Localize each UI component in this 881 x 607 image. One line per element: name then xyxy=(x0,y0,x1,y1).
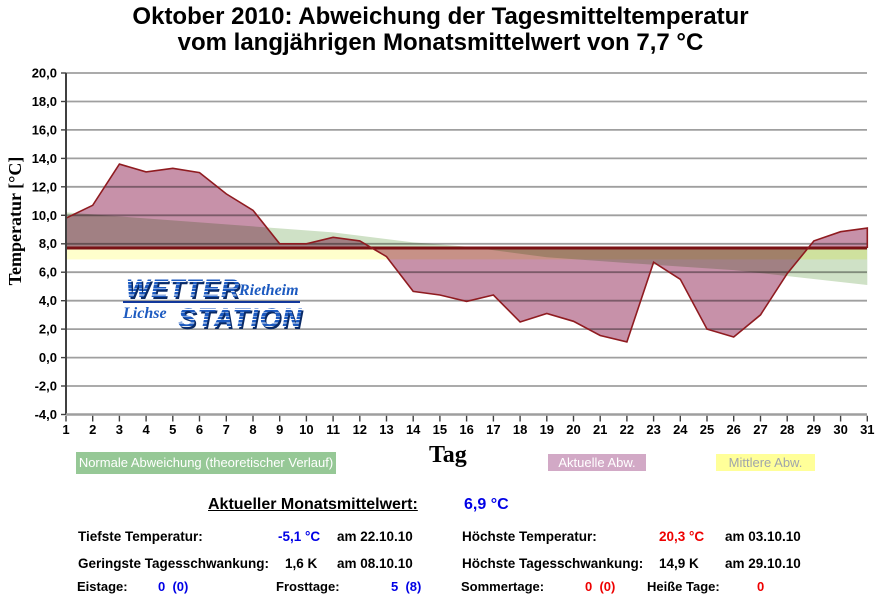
svg-text:0,0: 0,0 xyxy=(39,350,57,365)
svg-text:13: 13 xyxy=(379,422,393,437)
svg-text:21: 21 xyxy=(593,422,607,437)
svg-text:2: 2 xyxy=(89,422,96,437)
svg-text:30: 30 xyxy=(833,422,847,437)
svg-text:14,0: 14,0 xyxy=(32,151,57,166)
svg-text:20: 20 xyxy=(566,422,580,437)
svg-text:6,0: 6,0 xyxy=(39,265,57,280)
svg-text:12: 12 xyxy=(353,422,367,437)
svg-text:1: 1 xyxy=(62,422,69,437)
svg-text:24: 24 xyxy=(673,422,688,437)
svg-text:20,0: 20,0 xyxy=(32,66,57,81)
svg-text:8,0: 8,0 xyxy=(39,236,57,251)
svg-text:4,0: 4,0 xyxy=(39,293,57,308)
svg-text:4: 4 xyxy=(142,422,150,437)
svg-text:5: 5 xyxy=(169,422,176,437)
svg-text:17: 17 xyxy=(486,422,500,437)
svg-text:29: 29 xyxy=(807,422,821,437)
svg-text:25: 25 xyxy=(700,422,714,437)
svg-text:10: 10 xyxy=(299,422,313,437)
svg-text:27: 27 xyxy=(753,422,767,437)
svg-text:14: 14 xyxy=(406,422,421,437)
svg-text:16: 16 xyxy=(459,422,473,437)
svg-text:-4,0: -4,0 xyxy=(35,407,57,422)
svg-text:23: 23 xyxy=(646,422,660,437)
svg-text:22: 22 xyxy=(620,422,634,437)
svg-text:-2,0: -2,0 xyxy=(35,379,57,394)
svg-text:31: 31 xyxy=(860,422,874,437)
svg-text:3: 3 xyxy=(116,422,123,437)
svg-text:12,0: 12,0 xyxy=(32,179,57,194)
svg-text:18,0: 18,0 xyxy=(32,94,57,109)
svg-text:9: 9 xyxy=(276,422,283,437)
svg-text:28: 28 xyxy=(780,422,794,437)
svg-text:7: 7 xyxy=(223,422,230,437)
svg-text:26: 26 xyxy=(726,422,740,437)
svg-text:16,0: 16,0 xyxy=(32,122,57,137)
svg-text:10,0: 10,0 xyxy=(32,208,57,223)
svg-text:2,0: 2,0 xyxy=(39,322,57,337)
svg-text:8: 8 xyxy=(249,422,256,437)
svg-text:11: 11 xyxy=(326,422,340,437)
svg-text:6: 6 xyxy=(196,422,203,437)
svg-text:15: 15 xyxy=(433,422,447,437)
svg-text:18: 18 xyxy=(513,422,527,437)
svg-text:19: 19 xyxy=(540,422,554,437)
